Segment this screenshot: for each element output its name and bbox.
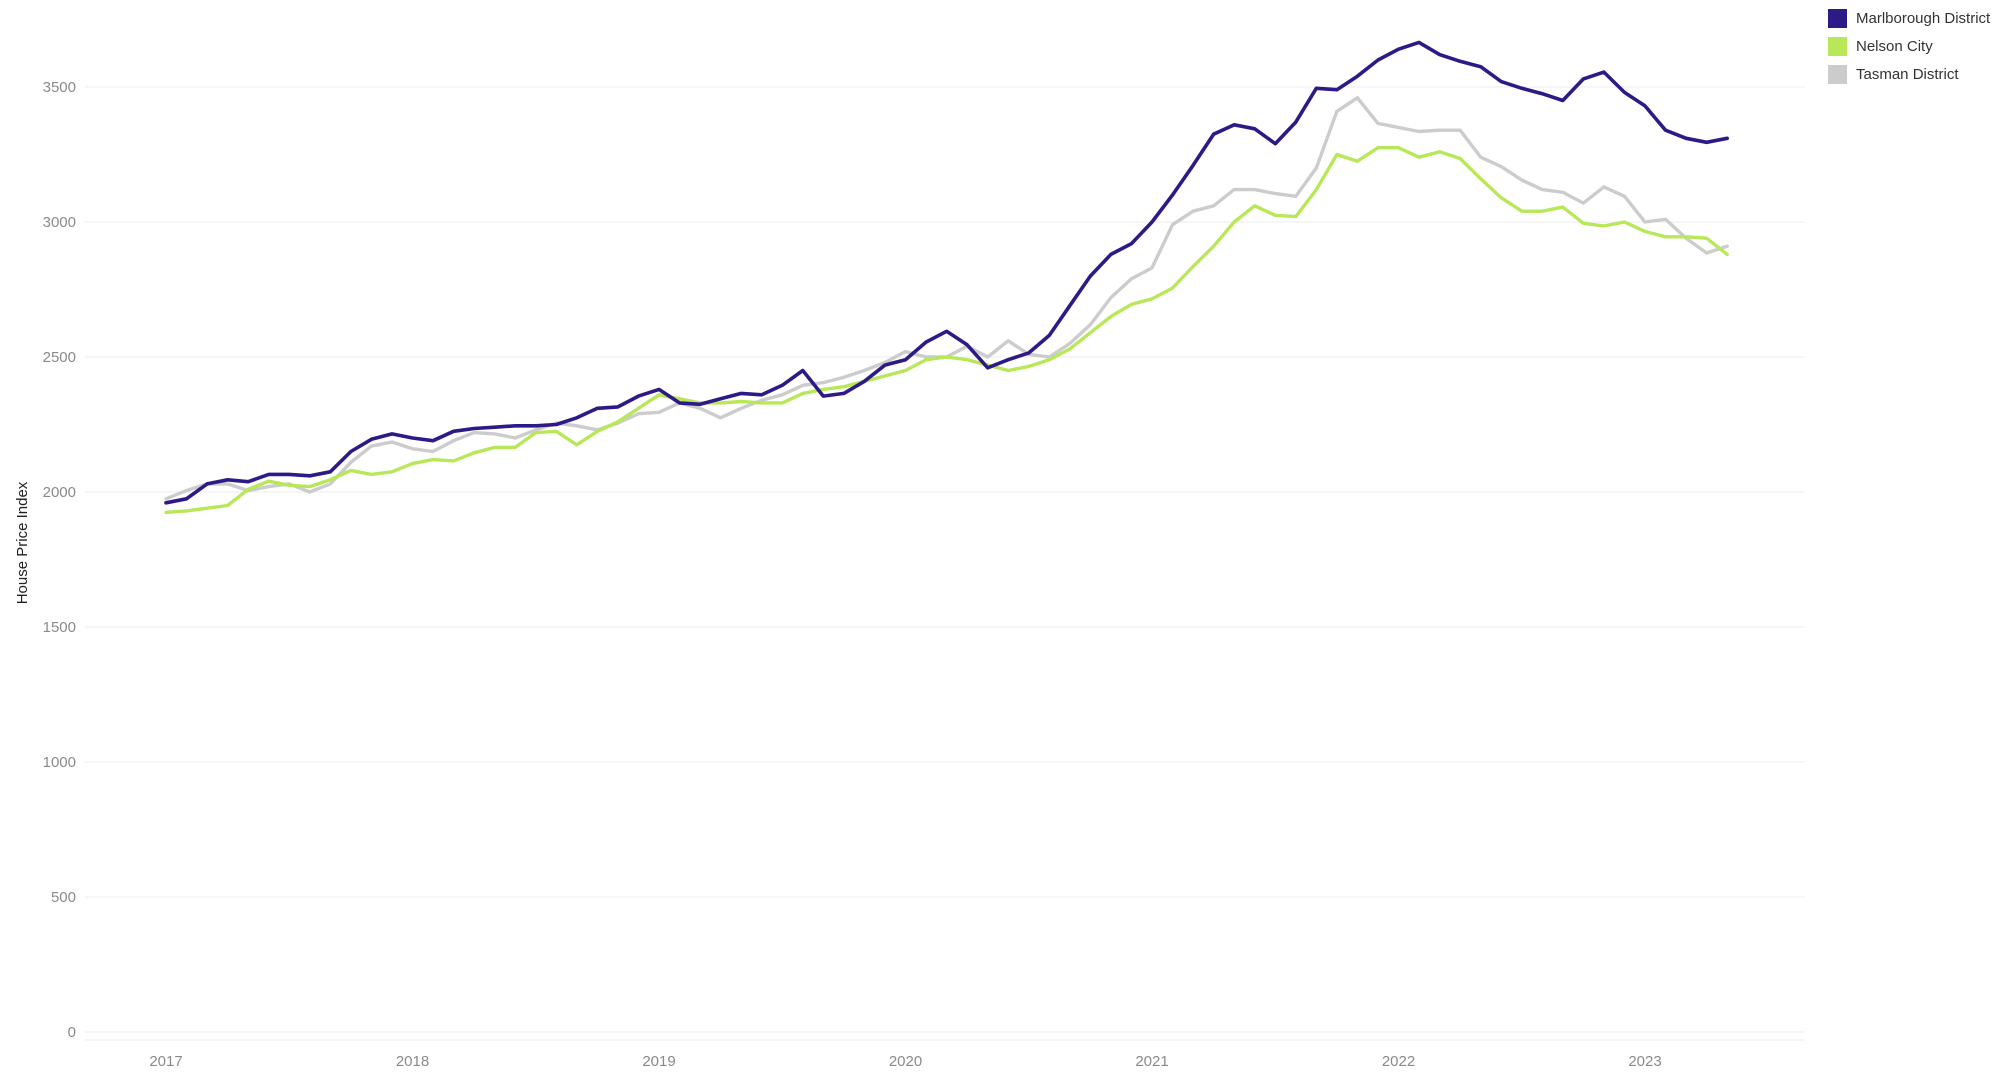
- legend-swatch: [1828, 8, 1847, 28]
- y-tick-label: 1500: [43, 619, 76, 636]
- legend-label: Marlborough District: [1856, 9, 1991, 27]
- y-tick-label: 2000: [43, 484, 76, 501]
- y-tick-label: 2500: [43, 349, 76, 366]
- y-axis-ticks: 0 500 1000 1500 2000 2500 3000 3500: [43, 79, 76, 1041]
- legend-item: Tasman District: [1828, 60, 1990, 88]
- legend-item: Nelson City: [1828, 32, 1990, 60]
- x-tick-label: 2017: [149, 1053, 182, 1070]
- x-tick-label: 2021: [1135, 1053, 1168, 1070]
- y-axis-label: House Price Index: [14, 481, 31, 604]
- legend-item: Marlborough District: [1828, 4, 1990, 32]
- legend-label: Nelson City: [1856, 37, 1933, 55]
- series-line-marlborough-district: [164, 40, 1729, 505]
- legend: Marlborough District Nelson City Tasman Di…: [1828, 4, 1990, 88]
- x-tick-label: 2020: [889, 1053, 922, 1070]
- x-tick-label: 2018: [396, 1053, 429, 1070]
- x-tick-label: 2022: [1382, 1053, 1415, 1070]
- gridlines: [85, 86, 1805, 1041]
- x-axis-ticks: 2017 2018 2019 2020 2021 2022 2023: [149, 1053, 1661, 1070]
- series-line-tasman-district: [164, 96, 1729, 501]
- x-tick-label: 2023: [1628, 1053, 1661, 1070]
- y-tick-label: 1000: [43, 754, 76, 771]
- x-tick-label: 2019: [642, 1053, 675, 1070]
- legend-swatch: [1828, 36, 1847, 56]
- legend-label: Tasman District: [1856, 65, 1959, 83]
- series-line-nelson-city: [164, 145, 1729, 514]
- y-tick-label: 500: [51, 889, 76, 906]
- y-tick-label: 0: [68, 1024, 76, 1041]
- y-tick-label: 3000: [43, 214, 76, 231]
- series-lines: [164, 40, 1729, 514]
- y-tick-label: 3500: [43, 79, 76, 96]
- legend-swatch: [1828, 64, 1847, 84]
